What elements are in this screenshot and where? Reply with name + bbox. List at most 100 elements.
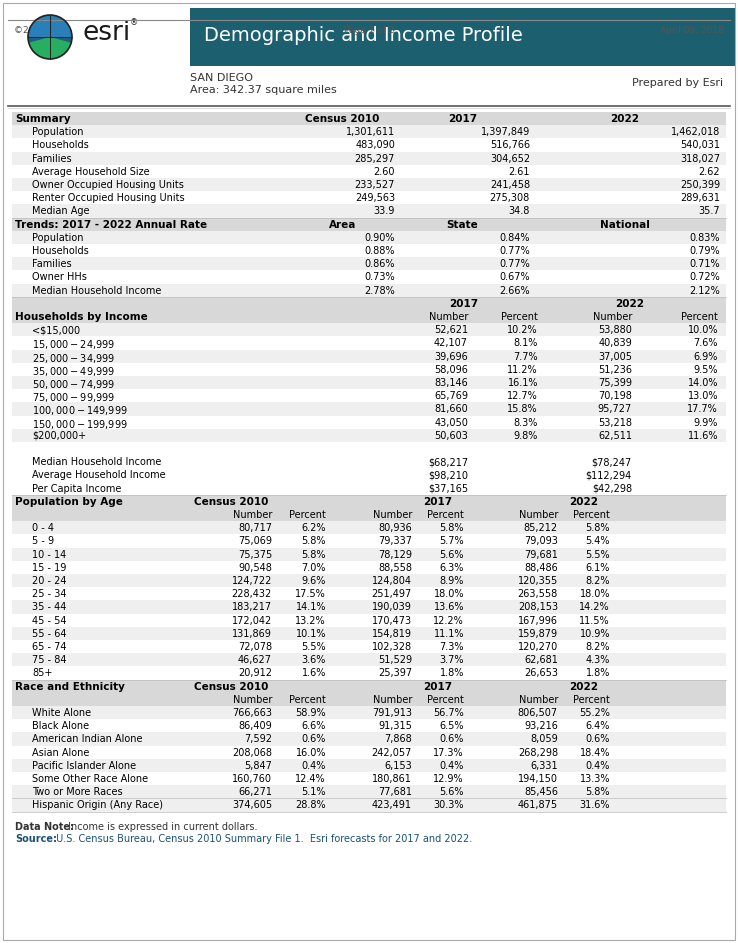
Text: Number: Number [429,312,468,322]
Text: esri: esri [82,20,130,46]
Text: ©2018 Esri: ©2018 Esri [14,26,66,35]
Text: 6.5%: 6.5% [440,721,464,731]
Bar [12,746,726,759]
Text: 35 - 44: 35 - 44 [32,603,66,612]
Text: 14.0%: 14.0% [688,378,718,388]
Text: 251,497: 251,497 [372,589,412,599]
Text: 0.83%: 0.83% [689,233,720,242]
Text: 79,681: 79,681 [524,550,558,559]
Text: 289,631: 289,631 [680,193,720,203]
Text: 37,005: 37,005 [598,352,632,361]
Bar [12,495,726,508]
Bar [12,759,726,772]
Text: Hispanic Origin (Any Race): Hispanic Origin (Any Race) [32,801,163,810]
Text: 2017: 2017 [424,682,452,691]
Text: 7.0%: 7.0% [302,563,326,572]
Text: 66,271: 66,271 [238,787,272,797]
Text: 5.6%: 5.6% [440,550,464,559]
Bar [12,614,726,627]
Text: 0.6%: 0.6% [586,735,610,744]
Text: Summary: Summary [15,114,71,124]
Text: Percent: Percent [427,695,464,704]
Text: 17.3%: 17.3% [433,748,464,757]
Text: 0.6%: 0.6% [302,735,326,744]
Text: Census 2010: Census 2010 [194,682,268,691]
Text: 228,432: 228,432 [232,589,272,599]
Bar [12,178,726,191]
Text: 12.7%: 12.7% [507,391,538,401]
Bar [12,112,726,125]
Text: 12.9%: 12.9% [433,774,464,784]
Text: 806,507: 806,507 [518,708,558,718]
Text: Some Other Race Alone: Some Other Race Alone [32,774,148,784]
Text: 7.6%: 7.6% [694,339,718,348]
Text: 233,527: 233,527 [355,180,395,190]
Text: National: National [600,220,650,229]
Bar [12,455,726,469]
Text: 75,069: 75,069 [238,537,272,546]
Text: 50,603: 50,603 [434,431,468,440]
Bar [12,403,726,416]
Bar [12,218,726,231]
Bar [12,693,726,706]
Text: 249,563: 249,563 [355,193,395,203]
Bar [12,653,726,667]
Text: Source:: Source: [15,834,57,844]
Text: 20,912: 20,912 [238,669,272,678]
Text: 6.4%: 6.4% [586,721,610,731]
Text: 250,399: 250,399 [680,180,720,190]
Text: $112,294: $112,294 [586,471,632,480]
Bar [12,323,726,337]
Text: Area: Area [329,220,356,229]
Text: 461,875: 461,875 [518,801,558,810]
Text: 42,107: 42,107 [434,339,468,348]
Text: Number: Number [232,510,272,520]
Text: 241,458: 241,458 [490,180,530,190]
Text: 167,996: 167,996 [518,616,558,625]
Bar [12,601,726,614]
Text: 20 - 24: 20 - 24 [32,576,66,586]
Text: 0.72%: 0.72% [689,273,720,282]
Text: 5.8%: 5.8% [585,523,610,533]
Text: 268,298: 268,298 [518,748,558,757]
Text: Families: Families [32,259,72,269]
Text: Number: Number [373,695,412,704]
Bar [12,521,726,535]
Text: 6,153: 6,153 [384,761,412,770]
Text: Income is expressed in current dollars.: Income is expressed in current dollars. [65,821,258,832]
Text: $68,217: $68,217 [428,457,468,467]
Text: 8.9%: 8.9% [440,576,464,586]
Text: Households by Income: Households by Income [15,312,148,322]
Bar [12,350,726,363]
Wedge shape [28,15,72,37]
Text: 55.2%: 55.2% [579,708,610,718]
Text: 483,090: 483,090 [355,141,395,150]
Text: 2.61: 2.61 [508,167,530,176]
Text: 13.3%: 13.3% [579,774,610,784]
Text: 5.5%: 5.5% [301,642,326,652]
Text: $50,000 - $74,999: $50,000 - $74,999 [32,378,115,391]
Text: Race and Ethnicity: Race and Ethnicity [15,682,125,691]
Text: Families: Families [32,154,72,163]
Text: Median Household Income: Median Household Income [32,286,162,295]
Text: 51,529: 51,529 [378,655,412,665]
Text: Trends: 2017 - 2022 Annual Rate: Trends: 2017 - 2022 Annual Rate [15,220,207,229]
Text: $98,210: $98,210 [428,471,468,480]
Text: Average Household Size: Average Household Size [32,167,150,176]
Bar [12,640,726,653]
Text: Number: Number [232,695,272,704]
Bar [12,667,726,680]
Text: Census 2010: Census 2010 [306,114,379,124]
Text: State: State [446,220,478,229]
Bar [12,165,726,178]
Text: Two or More Races: Two or More Races [32,787,123,797]
Text: 1,462,018: 1,462,018 [671,127,720,137]
Text: Average Household Income: Average Household Income [32,471,165,480]
Text: American Indian Alone: American Indian Alone [32,735,142,744]
Text: 10.1%: 10.1% [295,629,326,638]
Text: 58.9%: 58.9% [295,708,326,718]
Text: 194,150: 194,150 [518,774,558,784]
Text: 15 - 19: 15 - 19 [32,563,66,572]
Text: 0.4%: 0.4% [440,761,464,770]
Text: 124,722: 124,722 [232,576,272,586]
